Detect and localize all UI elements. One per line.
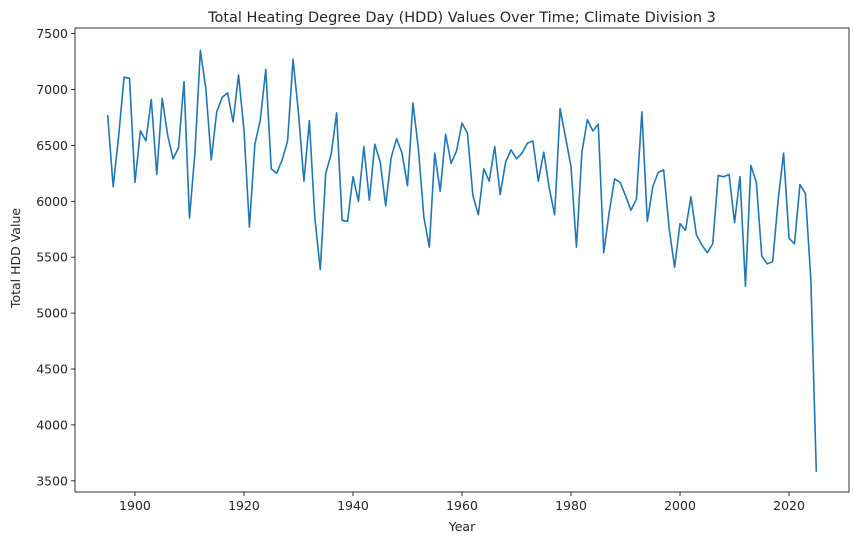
x-tick-label-1960: 1960 [446, 498, 478, 513]
series-line-0 [106, 49, 818, 472]
y-tick-label-5000: 5000 [36, 306, 68, 321]
y-axis-label: Total HDD Value [8, 208, 23, 309]
y-tick-label-4000: 4000 [36, 417, 68, 432]
chart-title: Total Heating Degree Day (HDD) Values Ov… [207, 10, 716, 26]
x-tick-label-1940: 1940 [337, 498, 369, 513]
plot-area: 1900 1920 1940 1960 1980 2000 2020 3500 4000 4500… [36, 26, 850, 513]
x-tick-label-1900: 1900 [119, 498, 151, 513]
y-tick-label-7500: 7500 [36, 26, 68, 41]
y-tick-label-7000: 7000 [36, 82, 68, 97]
x-tick-label-2000: 2000 [664, 498, 696, 513]
x-tick-label-2020: 2020 [773, 498, 805, 513]
x-axis-label: Year [448, 519, 476, 534]
y-tick-label-5500: 5500 [36, 250, 68, 265]
y-tick-label-6500: 6500 [36, 138, 68, 153]
y-tick-label-6000: 6000 [36, 194, 68, 209]
x-tick-label-1980: 1980 [555, 498, 587, 513]
y-tick-label-3500: 3500 [36, 473, 68, 488]
y-tick-label-4500: 4500 [36, 362, 68, 377]
x-tick-label-1920: 1920 [228, 498, 260, 513]
plot-frame [74, 27, 850, 493]
